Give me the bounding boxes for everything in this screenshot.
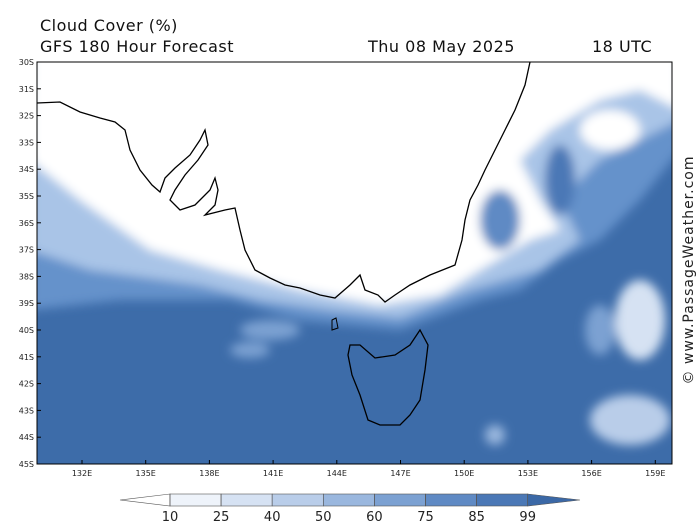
lat-label: 38S bbox=[19, 272, 34, 281]
lat-label: 36S bbox=[19, 219, 34, 228]
legend: 10 25 40 50 60 75 85 99 bbox=[119, 493, 581, 525]
watermark: © www.PassageWeather.com bbox=[681, 155, 697, 384]
legend-band bbox=[476, 493, 529, 507]
legend-band bbox=[374, 493, 426, 507]
legend-label: 75 bbox=[417, 510, 434, 525]
lon-label: 135E bbox=[136, 469, 156, 478]
lat-label: 39S bbox=[19, 299, 34, 308]
lat-label: 31S bbox=[19, 85, 34, 94]
lat-label: 44S bbox=[19, 433, 34, 442]
island bbox=[331, 317, 339, 331]
legend-label: 99 bbox=[519, 510, 536, 525]
lon-label: 147E bbox=[390, 469, 410, 478]
legend-band bbox=[322, 493, 375, 507]
legend-arrow-low bbox=[119, 493, 171, 507]
lat-label: 45S bbox=[19, 460, 34, 469]
lat-label: 35S bbox=[19, 192, 34, 201]
legend-band bbox=[425, 493, 477, 507]
axis-ticks: 30S 31S 32S 33S 34S 35S 36S 37S 38S 39S 40S 41S 42S 4… bbox=[19, 58, 666, 478]
legend-label: 50 bbox=[315, 510, 332, 525]
lon-label: 150E bbox=[454, 469, 474, 478]
tasmania-coastline bbox=[347, 328, 429, 426]
map-frame bbox=[36, 61, 673, 465]
lon-label: 156E bbox=[581, 469, 601, 478]
legend-label: 85 bbox=[468, 510, 485, 525]
lon-label: 132E bbox=[72, 469, 92, 478]
lon-label: 153E bbox=[518, 469, 538, 478]
map bbox=[37, 62, 672, 464]
legend-label: 60 bbox=[366, 510, 383, 525]
cloud-shading bbox=[37, 62, 672, 445]
date: Thu 08 May 2025 bbox=[367, 37, 515, 56]
lon-label: 138E bbox=[199, 469, 219, 478]
lat-label: 33S bbox=[19, 138, 34, 147]
lon-label: 159E bbox=[645, 469, 665, 478]
lat-label: 43S bbox=[19, 406, 34, 415]
time: 18 UTC bbox=[592, 37, 652, 56]
lon-label: 141E bbox=[263, 469, 283, 478]
legend-arrow-high bbox=[527, 493, 581, 507]
legend-label: 40 bbox=[264, 510, 281, 525]
title: Cloud Cover (%) bbox=[40, 16, 178, 35]
lat-label: 42S bbox=[19, 380, 34, 389]
lat-label: 32S bbox=[19, 112, 34, 121]
lat-label: 30S bbox=[19, 58, 34, 67]
coastline bbox=[37, 62, 531, 303]
legend-band bbox=[220, 493, 273, 507]
lat-label: 41S bbox=[19, 353, 34, 362]
legend-label: 10 bbox=[162, 510, 179, 525]
legend-label: 25 bbox=[213, 510, 230, 525]
legend-band bbox=[271, 493, 324, 507]
lon-label: 144E bbox=[327, 469, 347, 478]
model: GFS 180 Hour Forecast bbox=[40, 37, 234, 56]
legend-band bbox=[169, 493, 222, 507]
lat-label: 34S bbox=[19, 165, 34, 174]
lat-label: 37S bbox=[19, 246, 34, 255]
lat-label: 40S bbox=[19, 326, 34, 335]
